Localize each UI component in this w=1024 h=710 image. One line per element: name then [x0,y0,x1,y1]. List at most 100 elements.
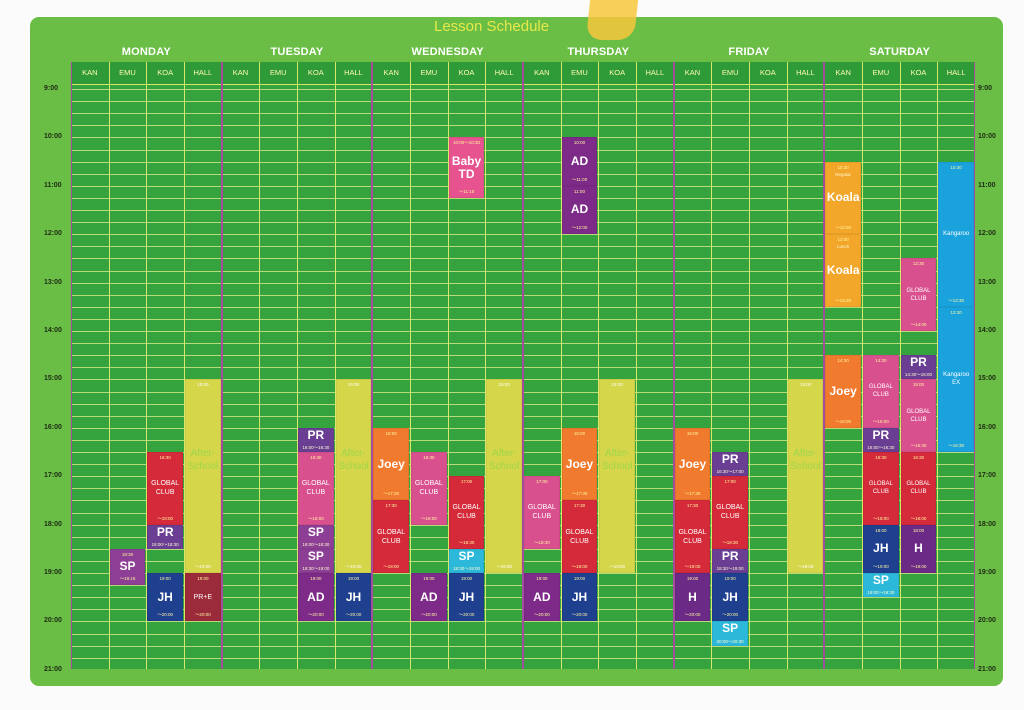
lesson-block[interactable]: 11:00 AD 〜12:00 [561,185,598,235]
lesson-block[interactable]: 16:00 Joey 〜17:30 [373,427,409,501]
lesson-block[interactable]: 16:00 Joey 〜17:30 [561,427,598,501]
time-label-right: 10:00 [978,133,996,141]
time-label-left: 15:00 [44,375,62,383]
lesson-type-label: Regular [835,171,852,177]
lesson-block[interactable]: PR 16:00〜16:30 [863,427,899,452]
lesson-block[interactable]: PR 16:30〜17:00 [712,452,748,477]
room-divider [146,62,148,669]
lesson-block[interactable]: 15:00 After- School 〜19:00 [185,379,221,573]
lesson-block[interactable]: SP 18:30〜19:00 [448,548,485,573]
lesson-start-time: 14:30 [837,358,849,364]
lesson-block[interactable]: 13:30 Kangaroo EX 〜16:30 [938,306,974,452]
lesson-start-time: 16:30 [159,455,171,460]
room-label: KAN [835,68,851,77]
lesson-name: PR [721,548,739,563]
lesson-block[interactable]: 17:00 GLOBAL CLUB 〜18:30 [448,476,485,549]
lesson-name: GLOBAL CLUB [868,384,893,399]
lesson-name: AD [570,154,589,169]
lesson-time-range: 20:00〜20:30 [716,638,744,644]
lesson-name: After- School [790,448,821,473]
time-label-left: 17:00 [44,472,62,480]
lesson-block[interactable]: 10:00〜10:30 Baby TD 〜11:15 [448,137,485,198]
lesson-end-time: 〜19:00 [872,563,889,569]
time-label-left: 19:00 [44,569,62,576]
room-divider [184,62,185,669]
lesson-block[interactable]: 17:30 GLOBAL CLUB 〜19:00 [561,500,598,573]
lesson-end-time: 〜20:00 [420,612,437,618]
lesson-block[interactable]: 10:30 Regular Koala 〜12:00 [825,161,861,235]
lesson-start-time: 19:00 [159,576,171,581]
lesson-end-time: 〜17:30 [383,491,400,497]
lesson-name: GLOBAL CLUB [868,481,893,496]
lesson-block[interactable]: 19:00 AD 〜20:00 [524,573,560,622]
lesson-start-time: 16:30 [912,455,925,460]
lesson-block[interactable]: 16:30 GLOBAL CLUB 〜18:00 [298,452,334,525]
lesson-block[interactable]: SP 18:30〜19:00 [298,548,334,573]
lesson-start-time: 10:00〜10:30 [452,140,480,146]
lesson-block[interactable]: 19:00 JH 〜20:00 [448,573,485,622]
lesson-block[interactable]: 18:00 JH 〜19:00 [863,524,899,573]
lesson-block[interactable]: SP 20:00〜20:30 [712,621,748,646]
lesson-block[interactable]: 15:00 After- School 〜19:00 [787,379,824,573]
lesson-block[interactable]: 15:00 After- School 〜19:00 [486,379,522,573]
lesson-start-time: 19:00 [310,576,322,581]
time-label-right: 21:00 [978,665,996,673]
lesson-block[interactable]: 15:00 After- School 〜19:00 [335,379,372,573]
lesson-block[interactable]: 17:00 GLOBAL CLUB 〜18:30 [524,476,560,549]
lesson-block[interactable]: 19:00 AD 〜20:00 [411,573,447,622]
day-divider [672,62,675,669]
lesson-end-time: 〜19:00 [571,563,588,569]
lesson-start-time: 19:00 [347,576,360,581]
lesson-time-range: 18:30〜19:00 [452,565,480,571]
lesson-block[interactable]: 14:30 GLOBAL CLUB 〜16:00 [863,355,899,428]
lesson-block[interactable]: SP 19:00〜19:30 [863,573,899,598]
lesson-block[interactable]: 16:00 Joey 〜17:30 [674,427,711,501]
lesson-block[interactable]: SP 18:00〜18:30 [298,524,334,549]
lesson-block[interactable]: 19:00 PR+E 〜20:00 [185,573,221,622]
lesson-block[interactable]: 10:00 AD 〜11:00 [561,137,598,186]
lesson-name: Koala [826,262,860,277]
lesson-block[interactable]: 14:30 Joey 〜16:00 [825,355,861,428]
lesson-block[interactable]: 16:30 GLOBAL CLUB 〜18:00 [863,452,899,525]
lesson-block[interactable]: PR 16:00〜16:30 [298,427,334,452]
time-label-right: 12:00 [978,230,996,238]
lesson-start-time: 13:30 [950,309,962,315]
lesson-block[interactable]: 16:30 GLOBAL CLUB 〜18:00 [900,452,937,525]
lesson-block[interactable]: 18:00 H 〜19:00 [900,524,937,573]
lesson-block[interactable]: 15:00 After- School 〜19:00 [599,379,635,573]
lesson-block[interactable]: PR 14:30〜15:00 [900,355,937,380]
lesson-end-time: 〜12:00 [571,225,588,231]
lesson-block[interactable]: 12:00 Lunch Koala 〜13:30 [825,234,861,307]
lesson-start-time: 19:00 [686,576,699,581]
lesson-block[interactable]: 19:00 JH 〜20:00 [335,573,372,622]
room-divider [786,62,788,669]
highlighter-mark [585,0,639,40]
day-divider [974,62,975,669]
day-label: TUESDAY [270,46,324,58]
lesson-block[interactable]: 16:30 GLOBAL CLUB 〜18:00 [411,452,447,525]
lesson-block[interactable]: 15:00 GLOBAL CLUB 〜16:30 [900,379,937,452]
lesson-block[interactable]: 17:30 GLOBAL CLUB 〜19:00 [373,500,409,573]
lesson-block[interactable]: 17:00 GLOBAL CLUB 〜18:30 [712,476,748,549]
time-label-left: 13:00 [44,278,62,286]
lesson-name: GLOBAL CLUB [565,528,594,545]
room-label: HALL [645,68,665,77]
lesson-block[interactable]: 19:00 AD 〜20:00 [298,573,334,622]
time-label-left: 18:00 [44,520,62,528]
lesson-name: Kangaroo EX [943,372,970,387]
lesson-block[interactable]: PR 18:30〜19:00 [712,548,748,573]
lesson-block[interactable]: 19:00 JH 〜20:00 [147,573,183,622]
lesson-block[interactable]: 18:30 SP 〜19:15 [109,548,146,586]
lesson-block[interactable]: 17:30 GLOBAL CLUB 〜19:00 [674,500,711,573]
lesson-block[interactable]: 19:00 JH 〜20:00 [712,573,748,622]
lesson-block[interactable]: 19:00 H 〜20:00 [674,573,711,622]
lesson-start-time: 16:00 [385,430,397,436]
day-label: THURSDAY [567,46,630,58]
room-label: EMU [721,68,739,77]
lesson-block[interactable]: 16:30 GLOBAL CLUB 〜18:00 [147,452,183,525]
lesson-block[interactable]: 19:00 JH 〜20:00 [561,573,598,622]
lesson-block[interactable]: 12:30 GLOBAL CLUB 〜14:00 [900,258,937,331]
lesson-block[interactable]: 10:30 Kangaroo 〜13:30 [938,161,974,307]
lesson-time-range: 18:30〜19:00 [716,565,744,571]
lesson-block[interactable]: PR 18:00〜18:30 [147,524,183,549]
